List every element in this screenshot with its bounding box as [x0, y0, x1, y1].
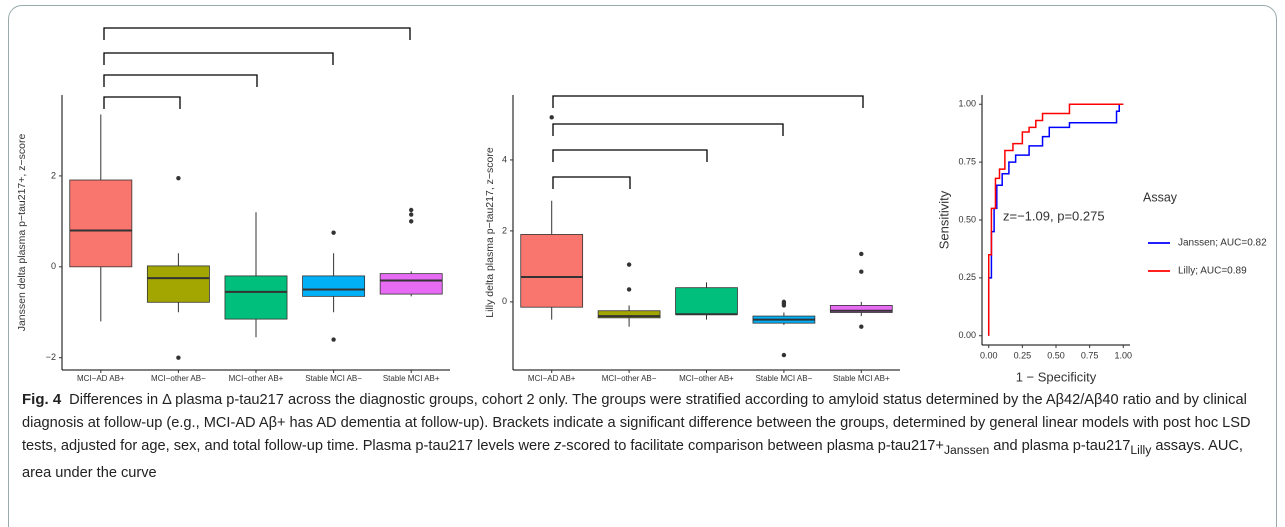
caption-subscript: Janssen — [943, 442, 990, 457]
bracket — [103, 27, 411, 40]
y-tick-label: 2 — [51, 170, 56, 180]
x-tick-label: 1.00 — [1115, 350, 1133, 360]
box — [379, 273, 443, 295]
x-tick-label: Stable MCI AB− — [305, 374, 362, 383]
x-tick-label: 0.25 — [1014, 350, 1032, 360]
y-axis-title: Lilly delta plasma p−tau217, z−score — [484, 147, 496, 318]
y-tick-label: −2 — [46, 352, 56, 362]
x-tick-label: 0.00 — [980, 350, 998, 360]
y-tick-label: 0.25 — [958, 272, 976, 282]
legend-label: Lilly; AUC=0.89 — [1178, 266, 1247, 277]
x-tick-label: MCI−AD AB+ — [77, 374, 125, 383]
y-tick-label: 0 — [51, 261, 56, 271]
y-axis-title: Sensitivity — [936, 190, 951, 249]
outlier — [549, 115, 554, 120]
bracket — [103, 52, 334, 65]
y-axis-title: Janssen delta plasma p−tau217+, z−score — [16, 134, 28, 332]
y-tick-label: 4 — [502, 154, 507, 164]
caption: Fig. 4 Differences in Δ plasma p-tau217 a… — [22, 388, 1262, 485]
x-tick-label: Stable MCI AB+ — [833, 374, 890, 383]
box — [302, 275, 366, 297]
box — [675, 287, 738, 315]
x-tick-label: 0.75 — [1081, 350, 1099, 360]
outlier — [331, 230, 336, 235]
caption-subscript: Lilly — [1130, 442, 1152, 457]
y-tick-label: 0.75 — [958, 157, 976, 167]
outlier — [859, 269, 864, 274]
x-tick-label: Stable MCI AB+ — [383, 374, 440, 383]
bracket — [552, 176, 631, 189]
box — [520, 234, 584, 308]
box — [829, 305, 893, 313]
bracket — [552, 123, 784, 136]
box — [69, 179, 133, 268]
x-tick-label: MCI−AD AB+ — [528, 374, 576, 383]
bracket — [552, 95, 864, 108]
outlier — [331, 337, 336, 342]
outlier — [409, 219, 414, 224]
bracket — [103, 96, 181, 109]
figure-label: Fig. 4 — [22, 391, 62, 408]
outlier — [626, 262, 632, 267]
x-tick-label: MCI−other AB− — [602, 374, 657, 383]
annotation: z=−1.09, p=0.275 — [1003, 208, 1105, 223]
bracket — [552, 149, 708, 162]
x-tick-label: MCI−other AB− — [151, 374, 206, 383]
x-tick-label: Stable MCI AB− — [756, 374, 813, 383]
caption-text: z — [554, 438, 562, 454]
frame — [8, 5, 1277, 527]
legend-title: Assay — [1143, 190, 1178, 204]
figure: −2 0 2 Janssen delta plasma p−tau217+, z−sc… — [16, 27, 1267, 384]
roc-line — [987, 103, 1124, 336]
y-tick-label: 0 — [502, 296, 507, 306]
bracket — [103, 74, 258, 87]
caption-text: Differences in Δ plasma p-tau217 across … — [22, 392, 1251, 454]
brackets — [103, 27, 864, 189]
caption-text: and plasma p-tau217 — [989, 438, 1131, 454]
y-tick-label: 1.00 — [958, 99, 976, 109]
y-tick-label: 2 — [502, 225, 507, 235]
x-axis-title: 1 − Specificity — [1016, 369, 1097, 384]
outlier — [626, 287, 632, 292]
box — [597, 310, 661, 319]
outlier — [176, 355, 181, 360]
outlier — [781, 352, 787, 358]
outlier — [859, 324, 864, 329]
outlier — [781, 303, 787, 308]
outlier — [409, 207, 414, 213]
y-tick-label: 0.50 — [958, 214, 976, 224]
caption-text: -scored to facilitate comparison between… — [561, 438, 944, 454]
roc-line — [987, 103, 1124, 336]
y-tick-label: 0.00 — [958, 330, 976, 340]
caption-text: assays. AUC, area under the curve — [22, 438, 1243, 481]
box — [146, 265, 210, 303]
outlier — [409, 212, 414, 217]
x-tick-label: 0.50 — [1047, 350, 1065, 360]
legend-label: Janssen; AUC=0.82 — [1178, 238, 1267, 249]
x-tick-label: MCI−other AB+ — [229, 374, 284, 383]
outlier — [859, 251, 864, 257]
box — [224, 275, 288, 320]
outlier — [176, 175, 181, 181]
x-tick-label: MCI−other AB+ — [679, 374, 734, 383]
